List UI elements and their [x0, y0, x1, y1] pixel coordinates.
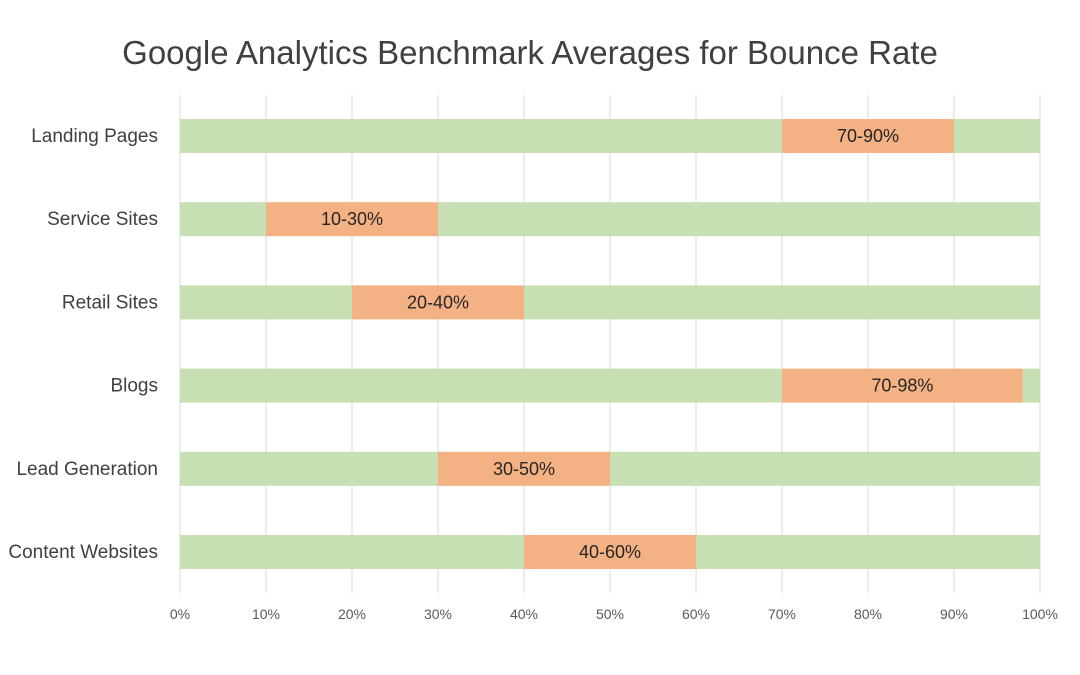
category-label: Lead Generation: [16, 459, 158, 480]
bar-remaining-segment: [438, 202, 1040, 237]
x-tick-label: 0%: [170, 606, 190, 622]
bar-remaining-segment: [610, 451, 1040, 486]
bar-data-label: 10-30%: [321, 209, 383, 229]
bar-base-segment: [180, 535, 524, 569]
category-label: Landing Pages: [31, 126, 158, 147]
bar-data-label: 40-60%: [579, 542, 641, 562]
bar-range-segment: [266, 202, 438, 237]
x-tick-label: 10%: [252, 606, 280, 622]
bar-range-segment: [524, 535, 696, 569]
bar-base-segment: [180, 451, 438, 486]
x-tick-label: 100%: [1022, 606, 1058, 622]
bar-remaining-segment: [954, 119, 1040, 153]
category-label: Retail Sites: [62, 292, 158, 313]
bar-range-segment: [352, 285, 524, 320]
bar-remaining-segment: [1022, 368, 1040, 403]
x-tick-label: 80%: [854, 606, 882, 622]
bar-data-label: 70-98%: [871, 376, 933, 396]
bar-remaining-segment: [524, 285, 1040, 320]
bar-base-segment: [180, 119, 782, 153]
x-tick-label: 70%: [768, 606, 796, 622]
x-tick-label: 50%: [596, 606, 624, 622]
category-label: Content Websites: [8, 542, 158, 563]
x-tick-label: 20%: [338, 606, 366, 622]
category-label: Blogs: [110, 376, 158, 397]
category-label: Service Sites: [47, 209, 158, 230]
bar-range-segment: [782, 368, 1023, 403]
bar-base-segment: [180, 285, 352, 320]
bar-base-segment: [180, 202, 266, 237]
bar-range-segment: [438, 451, 610, 486]
x-tick-label: 30%: [424, 606, 452, 622]
bar-remaining-segment: [696, 535, 1040, 569]
bar-base-segment: [180, 368, 782, 403]
bar-data-label: 30-50%: [493, 459, 555, 479]
bar-range-segment: [782, 119, 954, 153]
bar-data-label: 20-40%: [407, 292, 469, 312]
x-tick-label: 40%: [510, 606, 538, 622]
x-tick-label: 90%: [940, 606, 968, 622]
bar-data-label: 70-90%: [837, 126, 899, 146]
chart-title: Google Analytics Benchmark Averages for …: [122, 34, 938, 71]
x-tick-label: 60%: [682, 606, 710, 622]
